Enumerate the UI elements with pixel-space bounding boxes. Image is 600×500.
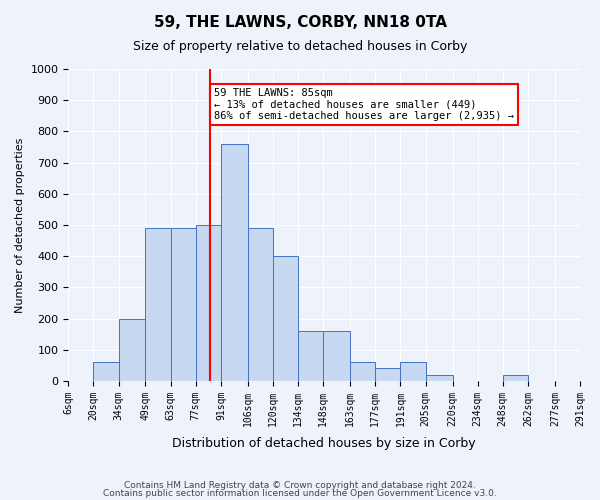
Text: Contains public sector information licensed under the Open Government Licence v3: Contains public sector information licen… [103,488,497,498]
Bar [323,331,350,381]
Y-axis label: Number of detached properties: Number of detached properties [15,138,25,312]
Bar [221,144,248,381]
Text: 59 THE LAWNS: 85sqm
← 13% of detached houses are smaller (449)
86% of semi-detac: 59 THE LAWNS: 85sqm ← 13% of detached ho… [214,88,514,121]
Bar [248,228,273,381]
Bar [273,256,298,381]
X-axis label: Distribution of detached houses by size in Corby: Distribution of detached houses by size … [172,437,476,450]
Bar [376,368,400,381]
Bar [170,228,196,381]
Bar [400,362,425,381]
Bar [425,374,452,381]
Bar [298,331,323,381]
Bar [196,225,221,381]
Text: 59, THE LAWNS, CORBY, NN18 0TA: 59, THE LAWNS, CORBY, NN18 0TA [154,15,446,30]
Bar [119,318,145,381]
Bar [503,374,528,381]
Bar [94,362,119,381]
Bar [350,362,376,381]
Text: Contains HM Land Registry data © Crown copyright and database right 2024.: Contains HM Land Registry data © Crown c… [124,481,476,490]
Text: Size of property relative to detached houses in Corby: Size of property relative to detached ho… [133,40,467,53]
Bar [145,228,170,381]
